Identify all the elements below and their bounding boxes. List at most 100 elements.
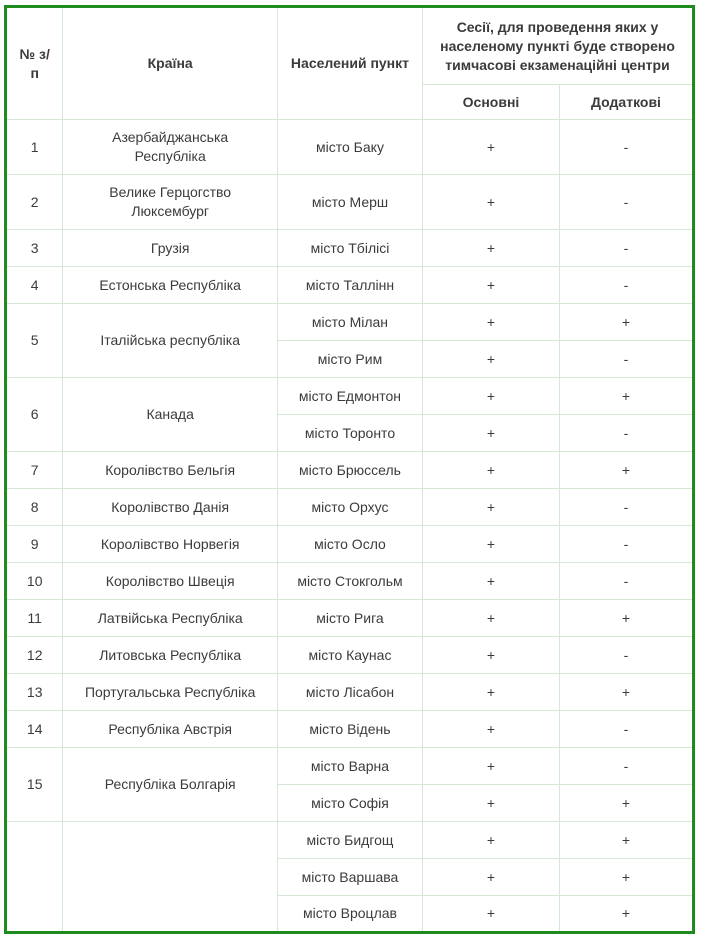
main-session-cell: + <box>422 599 560 637</box>
country-cell: Королівство Норвегія <box>62 525 278 563</box>
city-cell: місто Стокгольм <box>276 562 424 600</box>
city-cell: місто Едмонтон <box>276 377 424 415</box>
table-row: 13 Португальська Республіка місто Лісабо… <box>4 673 695 711</box>
additional-session-cell: - <box>558 710 695 748</box>
table-row: місто Вроцлав + + <box>6 895 695 933</box>
main-session-cell: + <box>422 377 560 415</box>
country-cell: Італійська республіка <box>62 303 278 378</box>
additional-session-cell: - <box>558 229 695 267</box>
additional-session-cell: + <box>558 303 695 341</box>
city-cell: місто Орхус <box>276 488 424 526</box>
city-cell: місто Мілан <box>276 303 424 341</box>
table-header-row: № з/п Країна Населений пункт Сесії, для … <box>4 6 694 120</box>
main-session-cell: + <box>422 562 560 600</box>
country-cell: Велике Герцогство Люксембург <box>62 174 278 230</box>
row-number-cell: 3 <box>4 229 64 267</box>
table-row: 9 Королівство Норвегія місто Осло + - <box>4 525 695 563</box>
row-number-cell: 5 <box>4 303 64 378</box>
main-session-cell: + <box>422 747 560 785</box>
main-session-cell: + <box>422 229 560 267</box>
main-session-cell: + <box>422 488 560 526</box>
city-cell: місто Рига <box>276 599 424 637</box>
additional-session-cell: - <box>558 340 695 378</box>
city-cell: місто Таллінн <box>276 266 424 304</box>
table-row: місто Рим + - <box>6 340 695 378</box>
row-number-cell: 7 <box>4 451 64 489</box>
header-main-sessions: Основні <box>422 84 560 120</box>
main-session-cell: + <box>422 451 560 489</box>
main-session-cell: + <box>422 895 560 933</box>
additional-session-cell: + <box>558 451 695 489</box>
additional-session-cell: - <box>558 174 695 230</box>
country-cell: Грузія <box>62 229 278 267</box>
additional-session-cell: - <box>558 525 695 563</box>
additional-session-cell: + <box>558 858 695 896</box>
additional-session-cell: - <box>558 119 695 175</box>
additional-session-cell: - <box>558 266 695 304</box>
main-session-cell: + <box>422 414 560 452</box>
main-session-cell: + <box>422 673 560 711</box>
country-cell: Королівство Швеція <box>62 562 278 600</box>
main-session-cell: + <box>422 174 560 230</box>
main-session-cell: + <box>422 525 560 563</box>
row-number-cell: 9 <box>4 525 64 563</box>
table-row: 15 Республіка Болгарія місто Варна + - <box>4 747 695 822</box>
additional-session-cell: + <box>558 784 695 822</box>
table-row: 14 Республіка Австрія місто Відень + - <box>4 710 695 748</box>
row-number-cell: 8 <box>4 488 64 526</box>
city-cell: місто Баку <box>276 119 424 175</box>
country-cell: Литовська Республіка <box>62 636 278 674</box>
additional-session-cell: - <box>558 488 695 526</box>
main-session-cell: + <box>422 303 560 341</box>
city-cell: місто Тбілісі <box>276 229 424 267</box>
main-session-cell: + <box>422 821 560 859</box>
main-session-cell: + <box>422 784 560 822</box>
table-row: місто Софія + + <box>6 784 695 822</box>
table-row: місто Варшава + + <box>6 858 695 896</box>
row-number-cell: 13 <box>4 673 64 711</box>
row-number-cell: 14 <box>4 710 64 748</box>
city-cell: місто Мерш <box>276 174 424 230</box>
country-cell: Канада <box>62 377 278 452</box>
country-cell: Азербайджанська Республіка <box>62 119 278 175</box>
country-cell <box>62 821 278 933</box>
table-row: 3 Грузія місто Тбілісі + - <box>4 229 695 267</box>
row-number-cell: 15 <box>4 747 64 822</box>
country-cell: Королівство Данія <box>62 488 278 526</box>
country-cell: Естонська Республіка <box>62 266 278 304</box>
table-row: 2 Велике Герцогство Люксембург місто Мер… <box>4 174 695 230</box>
exam-centers-table: № з/п Країна Населений пункт Сесії, для … <box>4 5 695 934</box>
city-cell: місто Софія <box>276 784 424 822</box>
city-cell: місто Каунас <box>276 636 424 674</box>
main-session-cell: + <box>422 119 560 175</box>
city-cell: місто Торонто <box>276 414 424 452</box>
country-cell: Республіка Болгарія <box>62 747 278 822</box>
row-number-cell: 4 <box>4 266 64 304</box>
row-number-cell: 12 <box>4 636 64 674</box>
table-row: 12 Литовська Республіка місто Каунас + - <box>4 636 695 674</box>
city-cell: місто Бидгощ <box>276 821 424 859</box>
header-country: Країна <box>62 6 278 120</box>
country-cell: Португальська Республіка <box>62 673 278 711</box>
table-row: 6 Канада місто Едмонтон + + <box>4 377 695 452</box>
table-row: місто Бидгощ + + <box>4 821 695 933</box>
header-city: Населений пункт <box>276 6 424 120</box>
table-row: 5 Італійська республіка місто Мілан + + <box>4 303 695 378</box>
city-cell: місто Варна <box>276 747 424 785</box>
additional-session-cell: + <box>558 377 695 415</box>
city-cell: місто Рим <box>276 340 424 378</box>
row-number-cell: 1 <box>4 119 64 175</box>
city-cell: місто Вроцлав <box>276 895 424 933</box>
row-number-cell: 2 <box>4 174 64 230</box>
additional-session-cell: - <box>558 747 695 785</box>
country-cell: Королівство Бельгія <box>62 451 278 489</box>
main-session-cell: + <box>422 710 560 748</box>
country-cell: Латвійська Республіка <box>62 599 278 637</box>
table-subheader-row: Основні Додаткові <box>6 84 695 120</box>
city-cell: місто Брюссель <box>276 451 424 489</box>
table-row: 4 Естонська Республіка місто Таллінн + - <box>4 266 695 304</box>
additional-session-cell: - <box>558 414 695 452</box>
additional-session-cell: + <box>558 821 695 859</box>
table-row: 10 Королівство Швеція місто Стокгольм + … <box>4 562 695 600</box>
